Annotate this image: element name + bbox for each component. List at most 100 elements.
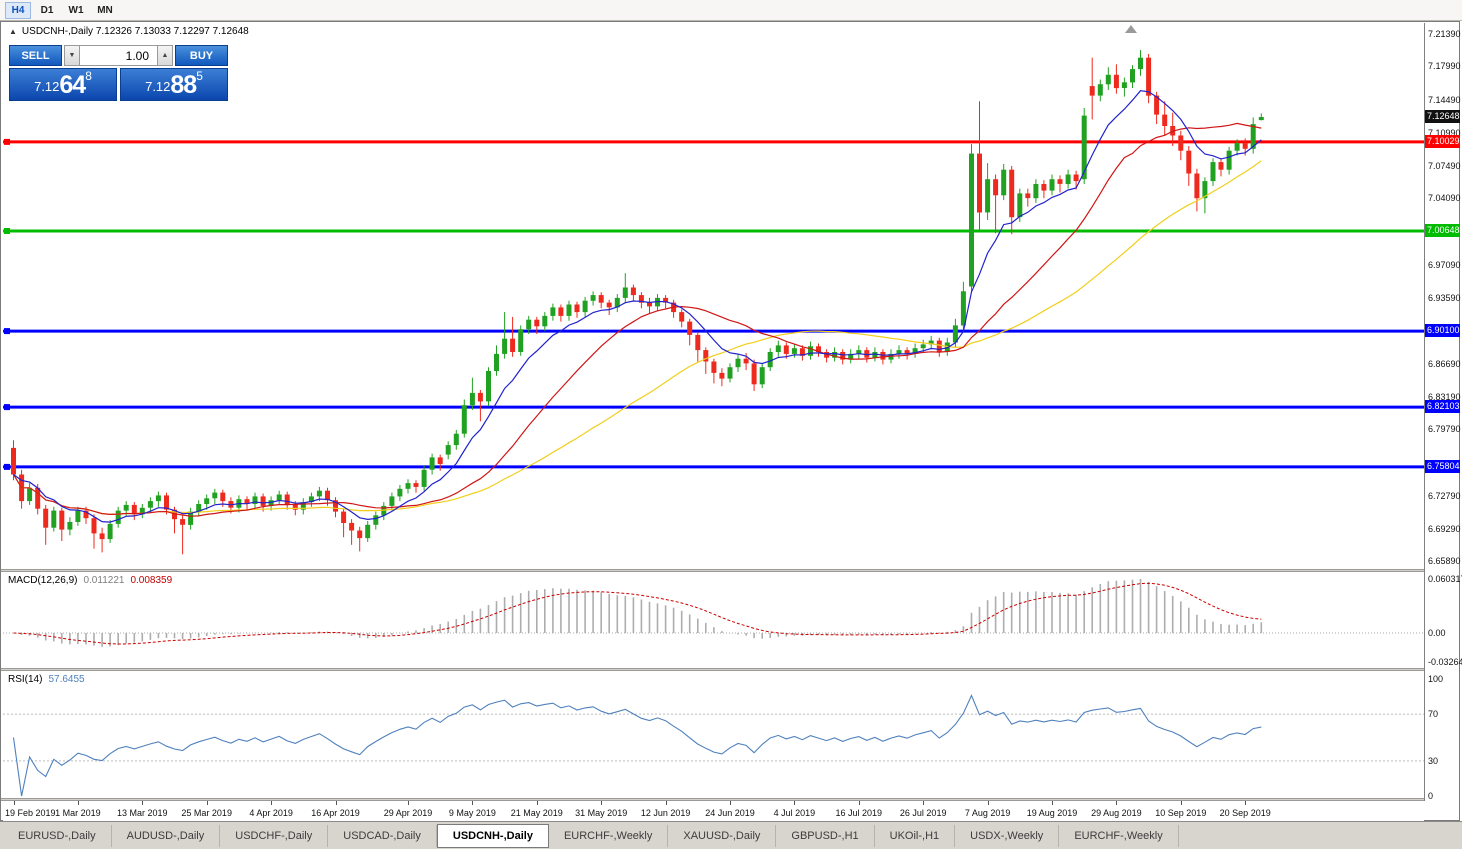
volume-increase-button[interactable]: ▲ xyxy=(157,45,173,66)
volume-control: ▼ ▲ xyxy=(64,45,173,66)
rsi-axis-label: 30 xyxy=(1428,755,1439,766)
time-axis-label: 12 Jun 2019 xyxy=(640,808,691,818)
chart-tab-usdchf-daily[interactable]: USDCHF-,Daily xyxy=(220,824,329,847)
time-axis-label: 25 Mar 2019 xyxy=(181,808,232,818)
time-axis-tick xyxy=(271,801,273,805)
time-axis-label: 20 Sep 2019 xyxy=(1219,808,1271,818)
time-axis-label: 16 Jul 2019 xyxy=(835,808,883,818)
time-axis-label: 10 Sep 2019 xyxy=(1155,808,1207,818)
time-axis-label: 19 Aug 2019 xyxy=(1026,808,1078,818)
chart-tabs-bar: EURUSD-,Daily AUDUSD-,Daily USDCHF-,Daily U… xyxy=(0,821,1462,849)
chart-tab-eurchf-weekly[interactable]: EURCHF-,Weekly xyxy=(1059,824,1179,847)
time-axis-label: 13 Mar 2019 xyxy=(117,808,168,818)
price-scale[interactable]: 7.21390 7.17990 7.14490 7.10990 7.07490 7.040… xyxy=(1424,23,1462,801)
timeframe-button-mn[interactable]: MN xyxy=(92,2,118,19)
time-axis-tick xyxy=(923,801,925,805)
time-axis-tick xyxy=(77,801,79,805)
price-axis-label: 7.07490 xyxy=(1428,161,1461,171)
chart-tab-usdx-weekly[interactable]: USDX-,Weekly xyxy=(955,824,1060,847)
hline-price-badge: 6.82103 xyxy=(1425,400,1460,414)
sell-button[interactable]: SELL xyxy=(9,45,62,66)
rsi-canvas[interactable] xyxy=(3,671,1424,798)
volume-input[interactable] xyxy=(80,45,157,66)
time-axis-label: 24 Jun 2019 xyxy=(705,808,755,818)
timeframe-button-w1[interactable]: W1 xyxy=(63,2,89,19)
time-axis-tick xyxy=(1052,801,1053,805)
macd-axis-label: 0.060317 xyxy=(1428,574,1462,584)
chart-tab-xauusd-daily[interactable]: XAUUSD-,Daily xyxy=(668,824,777,847)
chart-tab-usdcad-daily[interactable]: USDCAD-,Daily xyxy=(328,824,437,847)
time-axis-label: 4 Apr 2019 xyxy=(249,808,293,818)
rsi-value: 57.6455 xyxy=(48,674,85,685)
price-axis-label: 6.65890 xyxy=(1428,556,1461,566)
time-axis-tick xyxy=(794,801,796,805)
price-axis-label: 6.97090 xyxy=(1428,259,1461,270)
timeframe-button-d1[interactable]: D1 xyxy=(34,2,60,19)
chart-tab-usdcnh-daily[interactable]: USDCNH-,Daily xyxy=(436,823,549,848)
buy-price-point: 5 xyxy=(196,69,203,83)
pane-separator[interactable] xyxy=(1,798,1459,801)
timeframe-button-h4[interactable]: H4 xyxy=(5,1,31,19)
time-axis-label: 7 Aug 2019 xyxy=(964,808,1011,818)
chart-shift-marker-icon[interactable] xyxy=(1125,25,1137,33)
price-chart-canvas[interactable] xyxy=(3,23,1424,569)
time-axis-tick xyxy=(13,801,15,805)
price-axis-label: 6.83190 xyxy=(1428,391,1461,402)
chart-tab-eurusd-daily[interactable]: EURUSD-,Daily xyxy=(3,824,112,847)
time-axis-label: 19 Feb 2019 xyxy=(5,808,56,818)
macd-canvas[interactable] xyxy=(3,572,1424,668)
time-axis-tick xyxy=(206,801,208,805)
macd-value-signal: 0.008359 xyxy=(130,575,173,586)
time-axis-tick xyxy=(536,801,538,805)
rsi-label: RSI(14) 57.6455 xyxy=(8,674,85,685)
buy-price-button[interactable]: 7.12 88 5 xyxy=(120,68,228,101)
sell-price-button[interactable]: 7.12 64 8 xyxy=(9,68,117,101)
time-axis-tick xyxy=(472,801,474,805)
price-axis-label: 7.14490 xyxy=(1428,94,1461,105)
time-axis-label: 4 Jul 2019 xyxy=(773,808,816,818)
time-axis-label: 21 May 2019 xyxy=(510,808,563,818)
time-axis-label: 1 Mar 2019 xyxy=(55,808,101,818)
rsi-axis-label: 100 xyxy=(1428,674,1444,684)
chart-tab-gbpusd-h1[interactable]: GBPUSD-,H1 xyxy=(776,824,875,847)
rsi-pane: RSI(14) 57.6455 xyxy=(3,671,1424,798)
price-axis-label: 7.17990 xyxy=(1428,61,1461,72)
price-axis-label: 6.72790 xyxy=(1428,490,1461,501)
collapse-trade-panel-icon[interactable]: ▲ xyxy=(9,27,17,36)
price-axis-label: 7.10990 xyxy=(1428,127,1461,138)
time-axis[interactable]: 19 Feb 2019 1 Mar 2019 13 Mar 2019 25 Mar 2… xyxy=(3,801,1424,821)
chart-window: ▲ USDCNH-,Daily 7.12326 7.13033 7.12297 … xyxy=(0,21,1462,821)
time-axis-tick xyxy=(601,801,603,805)
macd-label: MACD(12,26,9) 0.011221 0.008359 xyxy=(8,575,172,586)
rsi-name: RSI(14) xyxy=(8,674,43,685)
pane-separator[interactable] xyxy=(1,668,1459,671)
hline-price-badge: 7.10029 xyxy=(1425,134,1460,148)
timeframe-toolbar: H4 D1 W1 MN xyxy=(0,0,1462,21)
time-axis-tick xyxy=(408,801,409,805)
buy-button[interactable]: BUY xyxy=(175,45,228,66)
time-axis-tick xyxy=(1180,801,1182,805)
current-price-badge: 7.12648 xyxy=(1425,110,1460,123)
time-axis-label: 9 May 2019 xyxy=(448,808,496,818)
buy-price-pips: 88 xyxy=(170,71,197,99)
macd-axis-label: -0.032648 xyxy=(1428,657,1462,667)
chart-tab-ukoil-h1[interactable]: UKOil-,H1 xyxy=(875,824,956,847)
price-axis-label: 6.79790 xyxy=(1428,424,1461,434)
rsi-axis-label: 0 xyxy=(1428,791,1434,801)
price-axis-label: 6.86690 xyxy=(1428,358,1461,369)
volume-decrease-button[interactable]: ▼ xyxy=(64,45,80,66)
chart-tab-eurchf-weekly[interactable]: EURCHF-,Weekly xyxy=(549,824,669,847)
time-axis-label: 16 Apr 2019 xyxy=(311,808,360,818)
chart-tab-audusd-daily[interactable]: AUDUSD-,Daily xyxy=(112,824,221,847)
price-axis-label: 6.69290 xyxy=(1428,523,1461,534)
hline-price-badge: 6.90100 xyxy=(1425,324,1460,338)
price-axis-label: 7.04090 xyxy=(1428,193,1461,204)
buy-price-base: 7.12 xyxy=(145,79,171,94)
time-axis-tick xyxy=(665,801,667,805)
pane-separator[interactable] xyxy=(1,569,1459,572)
macd-axis-label: 0.00 xyxy=(1428,628,1446,638)
time-axis-label: 26 Jul 2019 xyxy=(899,808,947,818)
chart-title: ▲ USDCNH-,Daily 7.12326 7.13033 7.12297 … xyxy=(9,26,249,37)
hline-price-badge: 7.00648 xyxy=(1425,224,1460,237)
